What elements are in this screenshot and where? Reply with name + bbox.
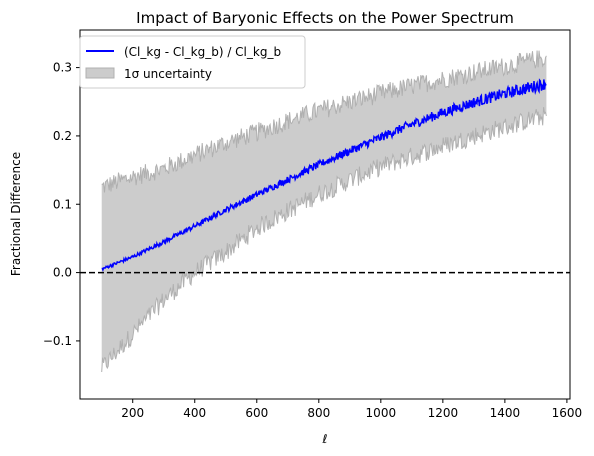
legend-band-swatch xyxy=(85,67,115,79)
uncertainty-band xyxy=(101,50,547,372)
x-tick-label: 1200 xyxy=(428,406,459,420)
x-tick-label: 1600 xyxy=(552,406,583,420)
band-lower-edge xyxy=(101,107,547,373)
x-axis-ticks: 200 400 600 800 1000 1200 1400 1600 xyxy=(121,399,582,420)
x-tick-label: 800 xyxy=(307,406,330,420)
y-tick-label: 0.3 xyxy=(53,61,72,75)
fractional-difference-line xyxy=(101,78,547,272)
y-tick-label: 0.1 xyxy=(53,197,72,211)
band-upper-edge xyxy=(101,50,547,193)
y-axis-ticks: −0.1 0.0 0.1 0.2 0.3 xyxy=(43,61,80,348)
legend: (Cl_kg - Cl_kg_b) / Cl_kg_b 1σ uncertain… xyxy=(79,35,306,89)
x-tick-label: 400 xyxy=(183,406,206,420)
data-line-layer xyxy=(101,78,547,272)
uncertainty-band-layer xyxy=(101,50,547,373)
legend-entry-line: (Cl_kg - Cl_kg_b) / Cl_kg_b xyxy=(124,45,281,59)
y-tick-label: −0.1 xyxy=(43,334,72,348)
y-tick-label: 0.2 xyxy=(53,129,72,143)
x-axis-label: ℓ xyxy=(322,432,328,446)
x-tick-label: 1000 xyxy=(366,406,397,420)
legend-entry-band: 1σ uncertainty xyxy=(124,67,212,81)
x-tick-label: 1400 xyxy=(490,406,521,420)
x-tick-label: 200 xyxy=(121,406,144,420)
y-axis-label: Fractional Difference xyxy=(9,152,23,276)
chart-title: Impact of Baryonic Effects on the Power … xyxy=(136,9,514,27)
x-tick-label: 600 xyxy=(245,406,268,420)
plot-frame xyxy=(79,29,571,400)
legend-box xyxy=(79,35,306,89)
y-tick-label: 0.0 xyxy=(53,266,72,280)
